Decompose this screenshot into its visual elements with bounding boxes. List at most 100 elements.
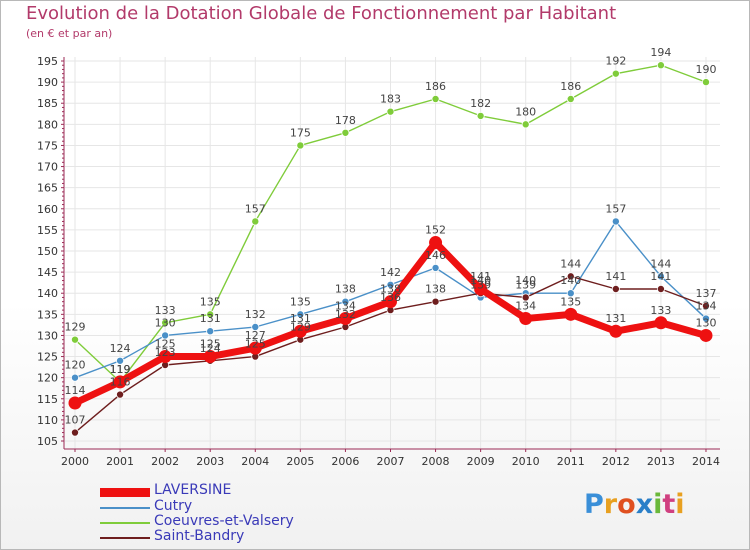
- data-point-cutry: [566, 289, 575, 298]
- x-tick-label: 2005: [286, 455, 314, 468]
- data-label-cutry: 132: [245, 308, 266, 321]
- data-point-cutry: [611, 217, 620, 226]
- data-point-coeuvres-et-valsery: [161, 318, 170, 327]
- data-label-coeuvres-et-valsery: 157: [245, 202, 266, 215]
- data-label-cutry: 146: [425, 249, 446, 262]
- chart-subtitle: (en € et par an): [26, 27, 113, 40]
- chart-title: Evolution de la Dotation Globale de Fonc…: [26, 3, 617, 24]
- data-label-coeuvres-et-valsery: 129: [65, 321, 86, 334]
- legend-item-saint-bandry: Saint-Bandry: [100, 528, 360, 546]
- data-point-laversine: [383, 295, 397, 309]
- data-point-cutry: [386, 280, 395, 289]
- data-point-coeuvres-et-valsery: [386, 107, 395, 116]
- logo-letter: r: [603, 489, 618, 520]
- data-point-coeuvres-et-valsery: [431, 95, 440, 104]
- data-label-saint-bandry: 125: [245, 338, 266, 351]
- data-point-laversine: [699, 328, 713, 342]
- x-tick-label: 2007: [376, 455, 404, 468]
- legend-label-laversine: LAVERSINE: [154, 482, 232, 498]
- data-point-saint-bandry: [521, 293, 530, 302]
- data-label-laversine: 133: [650, 304, 671, 317]
- data-point-cutry: [431, 263, 440, 272]
- data-label-saint-bandry: 138: [425, 283, 446, 296]
- legend-label-saint-bandry: Saint-Bandry: [154, 528, 245, 544]
- data-label-coeuvres-et-valsery: 190: [695, 63, 716, 76]
- data-point-coeuvres-et-valsery: [71, 335, 80, 344]
- legend-swatch-saint-bandry: [100, 537, 150, 539]
- legend-item-cutry: Cutry: [100, 498, 360, 516]
- data-label-saint-bandry: 139: [515, 278, 536, 291]
- data-label-saint-bandry: 123: [155, 346, 176, 359]
- logo-letter: t: [662, 489, 676, 520]
- logo-letter: P: [584, 489, 604, 520]
- data-point-cutry: [161, 331, 170, 340]
- data-point-saint-bandry: [431, 297, 440, 306]
- data-label-saint-bandry: 129: [290, 321, 311, 334]
- data-point-cutry: [71, 373, 80, 382]
- data-label-coeuvres-et-valsery: 180: [515, 105, 536, 118]
- data-point-cutry: [296, 310, 305, 319]
- y-tick-label: 115: [37, 393, 58, 406]
- data-point-saint-bandry: [656, 284, 665, 293]
- data-point-laversine: [248, 341, 262, 355]
- data-point-laversine: [158, 350, 172, 364]
- data-point-laversine: [519, 312, 533, 326]
- data-label-cutry: 120: [65, 359, 86, 372]
- y-tick-label: 155: [37, 224, 58, 237]
- x-tick-label: 2010: [512, 455, 540, 468]
- data-point-saint-bandry: [566, 272, 575, 281]
- data-label-coeuvres-et-valsery: 192: [605, 55, 626, 68]
- data-point-coeuvres-et-valsery: [656, 61, 665, 70]
- data-point-cutry: [656, 272, 665, 281]
- data-point-laversine: [203, 350, 217, 364]
- y-tick-label: 190: [37, 76, 58, 89]
- data-point-laversine: [474, 282, 488, 296]
- data-label-saint-bandry: 136: [380, 291, 401, 304]
- data-label-coeuvres-et-valsery: 135: [200, 295, 221, 308]
- y-tick-label: 195: [37, 55, 58, 68]
- logo-letter: o: [617, 489, 636, 520]
- legend-swatch-cutry: [100, 507, 150, 509]
- data-label-coeuvres-et-valsery: 186: [425, 80, 446, 93]
- data-label-cutry: 142: [380, 266, 401, 279]
- x-tick-label: 2013: [647, 455, 675, 468]
- data-label-laversine: 138: [380, 283, 401, 296]
- x-tick-label: 2002: [151, 455, 179, 468]
- y-tick-label: 135: [37, 308, 58, 321]
- x-tick-label: 2009: [467, 455, 495, 468]
- y-tick-label: 110: [37, 414, 58, 427]
- x-tick-label: 2001: [106, 455, 134, 468]
- data-label-laversine: 134: [335, 300, 356, 313]
- y-tick-label: 165: [37, 182, 58, 195]
- data-label-laversine: 131: [290, 312, 311, 325]
- data-point-saint-bandry: [71, 428, 80, 437]
- data-label-laversine: 127: [245, 329, 266, 342]
- data-point-laversine: [113, 375, 127, 389]
- data-label-laversine: 114: [65, 384, 86, 397]
- data-label-laversine: 152: [425, 224, 446, 237]
- data-point-laversine: [429, 236, 443, 250]
- data-label-saint-bandry: 140: [470, 274, 491, 287]
- data-point-cutry: [341, 297, 350, 306]
- data-label-coeuvres-et-valsery: 183: [380, 93, 401, 106]
- x-tick-label: 2012: [602, 455, 630, 468]
- data-point-saint-bandry: [701, 301, 710, 310]
- logo-letter: x: [635, 489, 654, 520]
- x-tick-label: 2003: [196, 455, 224, 468]
- data-label-cutry: 124: [110, 342, 131, 355]
- x-tick-label: 2014: [692, 455, 720, 468]
- data-label-cutry: 131: [200, 312, 221, 325]
- data-label-coeuvres-et-valsery: 186: [560, 80, 581, 93]
- data-point-saint-bandry: [116, 390, 125, 399]
- legend-item-coeuvres: Coeuvres-et-Valsery: [100, 513, 360, 531]
- y-tick-label: 120: [37, 372, 58, 385]
- data-label-cutry: 144: [650, 257, 671, 270]
- data-label-cutry: 130: [155, 316, 176, 329]
- x-tick-label: 2006: [331, 455, 359, 468]
- data-point-coeuvres-et-valsery: [341, 128, 350, 137]
- y-tick-label: 180: [37, 118, 58, 131]
- logo-letter: i: [653, 489, 663, 520]
- data-label-coeuvres-et-valsery: 182: [470, 97, 491, 110]
